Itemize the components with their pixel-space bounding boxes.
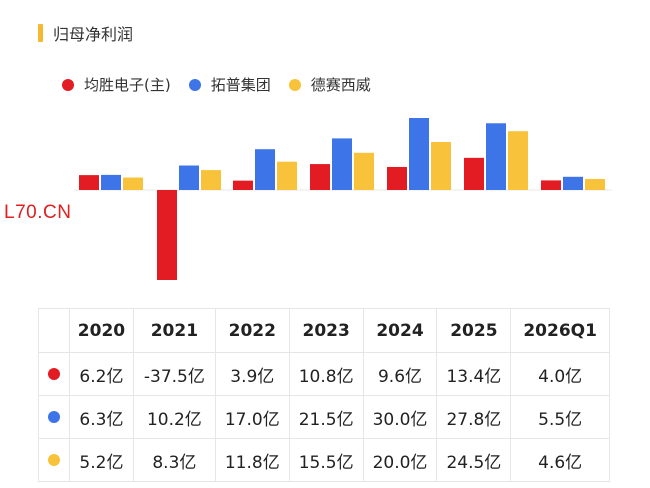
row-series-marker [38,352,70,396]
table-row: 6.2亿 -37.5亿 3.9亿 10.8亿 9.6亿 13.4亿 4.0亿 [38,352,610,396]
bar-2021-series-2 [201,170,221,190]
bar-2022-series-1 [255,149,275,190]
bar-2025-series-2 [508,131,528,190]
row-dot-0 [48,368,60,380]
table-cell: 10.8亿 [288,352,364,396]
table-cell: 17.0亿 [214,395,290,439]
table-header-cell: 2024 [362,308,438,353]
bar-2020-series-1 [101,174,121,190]
legend-label-1: 拓普集团 [210,76,271,94]
legend-dot-2 [288,78,301,91]
data-table: 2020 2021 2022 2023 2024 2025 2026Q1 6.2… [38,308,610,482]
bar-2024-series-2 [431,142,451,190]
legend-item-2: 德赛西威 [288,74,371,95]
table-cell: -37.5亿 [132,352,216,396]
row-series-marker [38,395,70,439]
table-cell: 6.3亿 [69,395,134,439]
table-header-cell: 2022 [214,308,290,353]
bar-2023-series-2 [354,152,374,190]
table-cell: 4.0亿 [510,352,610,396]
table-cell: 8.3亿 [132,438,216,482]
table-cell: 20.0亿 [362,438,438,482]
table-cell: 4.6亿 [510,438,610,482]
row-series-marker [38,438,70,482]
table-header-cell: 2021 [132,308,216,353]
table-cell: 5.5亿 [510,395,610,439]
table-cell: 11.8亿 [214,438,290,482]
bar-2021-series-1 [179,165,199,190]
bar-2026Q1-series-1 [563,176,583,190]
bar-2025-series-1 [486,123,506,190]
bar-2022-series-2 [277,161,297,190]
legend-dot-1 [188,78,201,91]
table-row: 5.2亿 8.3亿 11.8亿 15.5亿 20.0亿 24.5亿 4.6亿 [38,438,610,482]
table-header-corner [38,308,70,353]
legend-item-0: 均胜电子(主) [62,74,171,95]
table-header-cell: 2026Q1 [510,308,610,353]
bar-chart [74,118,612,280]
title-text: 归母净利润 [53,25,134,44]
table-cell: 10.2亿 [132,395,216,439]
table-cell: 6.2亿 [69,352,134,396]
legend: 均胜电子(主) 拓普集团 德赛西威 [62,74,389,95]
table-header-cell: 2025 [436,308,512,353]
bar-2026Q1-series-2 [585,178,605,190]
bar-2026Q1-series-0 [541,180,561,190]
table-row: 6.3亿 10.2亿 17.0亿 21.5亿 30.0亿 27.8亿 5.5亿 [38,395,610,439]
table-cell: 30.0亿 [362,395,438,439]
legend-label-2: 德赛西威 [310,76,371,94]
table-cell: 9.6亿 [362,352,438,396]
table-cell: 27.8亿 [436,395,512,439]
table-cell: 21.5亿 [288,395,364,439]
table-cell: 13.4亿 [436,352,512,396]
legend-item-1: 拓普集团 [188,74,271,95]
table-header-row: 2020 2021 2022 2023 2024 2025 2026Q1 [38,308,610,353]
bar-2022-series-0 [233,180,253,190]
bar-2023-series-1 [332,138,352,190]
table-header-cell: 2020 [69,308,134,353]
bar-2025-series-0 [464,157,484,190]
table-cell: 15.5亿 [288,438,364,482]
table-cell: 24.5亿 [436,438,512,482]
bar-2020-series-0 [79,175,99,190]
bar-2020-series-2 [123,177,143,190]
legend-label-0: 均胜电子(主) [84,76,171,94]
bar-2024-series-0 [387,166,407,190]
bar-2021-series-0 [157,190,177,280]
row-dot-2 [48,454,60,466]
title-accent-bar [38,24,43,42]
row-dot-1 [48,411,60,423]
table-cell: 3.9亿 [214,352,290,396]
bar-2024-series-1 [409,118,429,190]
table-cell: 5.2亿 [69,438,134,482]
watermark-text: L70.CN [4,202,72,223]
bar-2023-series-0 [310,164,330,190]
legend-dot-0 [62,78,74,91]
chart-title: 归母净利润 [38,22,133,44]
table-header-cell: 2023 [288,308,364,353]
